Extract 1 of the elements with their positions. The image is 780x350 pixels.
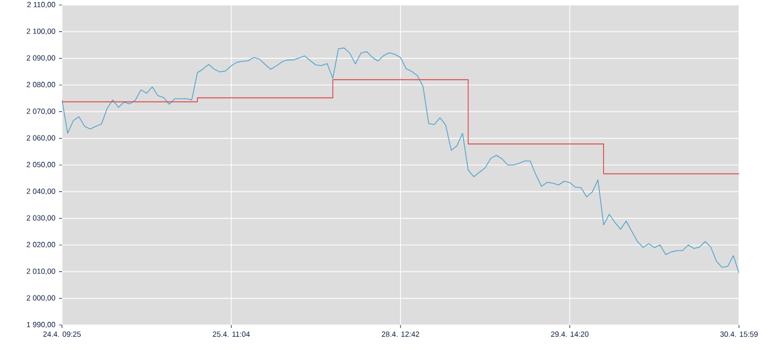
line-series <box>62 48 740 274</box>
